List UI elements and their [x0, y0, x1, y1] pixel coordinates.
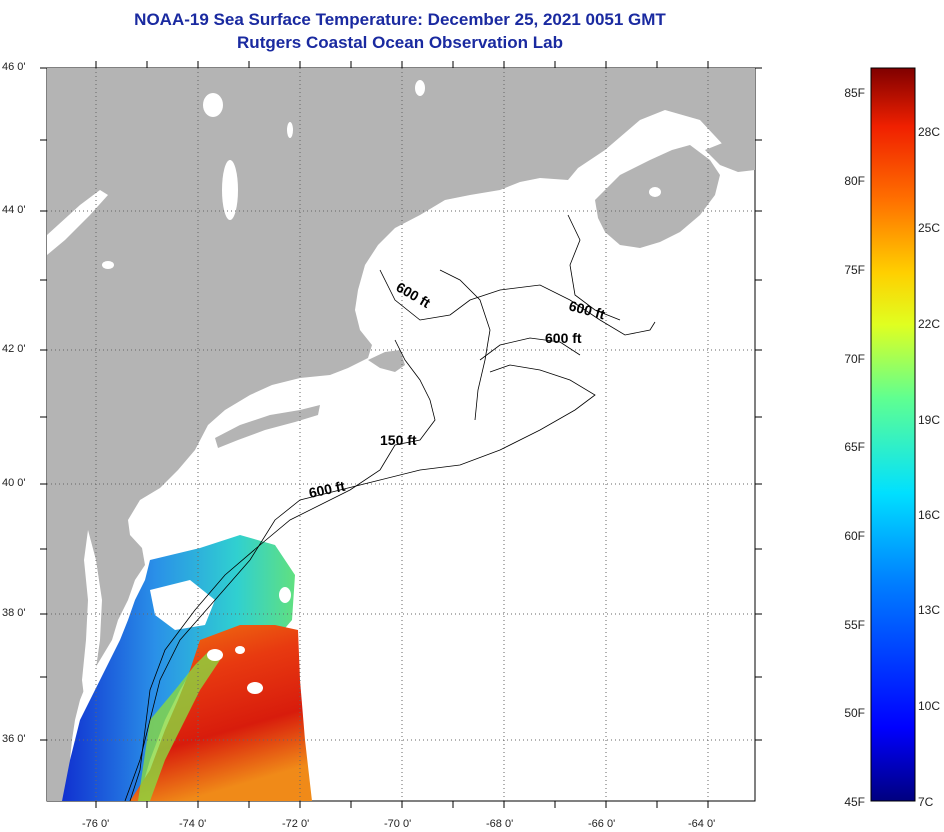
contour-label-600ft-georges: 600 ft — [545, 330, 582, 346]
contour-georges — [479, 337, 581, 361]
lat-label-46: 46 0' — [2, 61, 26, 73]
land-cape-cod — [368, 350, 405, 372]
contour-basin — [439, 269, 491, 421]
cb-label-22c: 22C — [918, 317, 941, 331]
lat-label-36: 36 0' — [2, 733, 26, 745]
sst-cool-band — [62, 535, 295, 801]
contour-label-600ft-shelf: 600 ft — [307, 478, 346, 501]
land-mainland — [47, 68, 755, 801]
land-cape-breton — [705, 140, 755, 172]
cb-label-7c: 7C — [918, 795, 934, 809]
cb-label-25c: 25C — [918, 221, 941, 235]
cb-label-16c: 16C — [918, 508, 941, 522]
cb-label-55f: 55F — [844, 618, 865, 632]
lon-label-74: -74 0' — [179, 818, 207, 830]
cb-label-80f: 80F — [844, 174, 865, 188]
lon-label-70: -70 0' — [384, 818, 412, 830]
contour-600ft-shelf — [124, 364, 596, 801]
cb-label-13c: 13C — [918, 603, 941, 617]
contour-label-150ft: 150 ft — [380, 432, 417, 448]
lat-label-44: 44 0' — [2, 204, 26, 216]
cb-label-19c: 19C — [918, 413, 941, 427]
cb-label-45f: 45F — [844, 795, 865, 809]
contour-gulf-maine — [379, 269, 656, 336]
chesapeake-bay — [82, 530, 102, 705]
lon-label-68: -68 0' — [486, 818, 514, 830]
cb-label-75f: 75F — [844, 263, 865, 277]
sst-transition — [138, 650, 220, 801]
lat-label-42: 42 0' — [2, 343, 26, 355]
contour-150ft — [129, 339, 436, 801]
lon-label-66: -66 0' — [588, 818, 616, 830]
sst-warm-band — [130, 625, 312, 801]
map-subtitle: Rutgers Coastal Ocean Observation Lab — [237, 33, 563, 52]
cb-label-28c: 28C — [918, 125, 941, 139]
cb-label-60f: 60F — [844, 529, 865, 543]
map-title: NOAA-19 Sea Surface Temperature: Decembe… — [134, 10, 666, 29]
cb-label-65f: 65F — [844, 440, 865, 454]
cb-label-10c: 10C — [918, 699, 941, 713]
land-long-island — [215, 405, 320, 448]
contour-scotian — [567, 214, 621, 321]
cb-label-70f: 70F — [844, 352, 865, 366]
lat-label-38: 38 0' — [2, 607, 26, 619]
lon-label-76: -76 0' — [82, 818, 110, 830]
lon-label-72: -72 0' — [282, 818, 310, 830]
cb-label-50f: 50F — [844, 706, 865, 720]
cb-label-85f: 85F — [844, 86, 865, 100]
lat-label-40: 40 0' — [2, 477, 26, 489]
lon-label-64: -64 0' — [688, 818, 716, 830]
